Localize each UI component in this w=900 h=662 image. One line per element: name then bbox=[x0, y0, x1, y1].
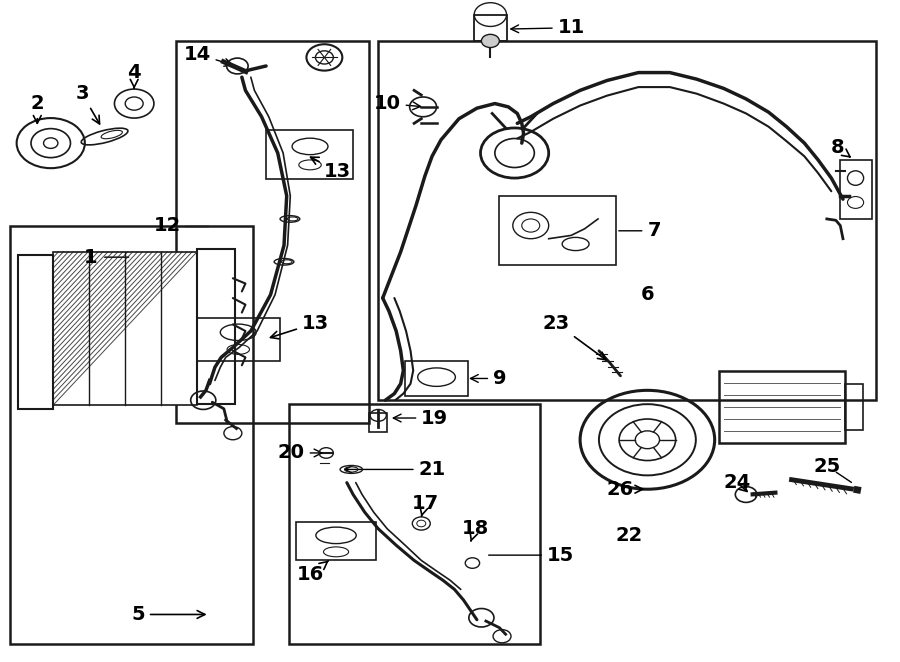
Text: 13: 13 bbox=[310, 157, 351, 181]
Text: 16: 16 bbox=[297, 561, 328, 585]
Text: 10: 10 bbox=[374, 94, 420, 113]
Bar bbox=[176, 41, 369, 423]
Text: 22: 22 bbox=[616, 526, 644, 545]
Bar bbox=[405, 361, 468, 396]
Bar bbox=[841, 160, 872, 219]
Text: 1: 1 bbox=[85, 248, 98, 267]
Bar bbox=[378, 41, 877, 401]
Text: 2: 2 bbox=[31, 94, 44, 123]
Text: 25: 25 bbox=[814, 457, 841, 475]
Text: 19: 19 bbox=[393, 408, 448, 428]
Text: 20: 20 bbox=[278, 444, 322, 463]
Text: 21: 21 bbox=[345, 460, 446, 479]
Bar bbox=[11, 226, 253, 644]
Text: 6: 6 bbox=[641, 285, 654, 305]
Text: 8: 8 bbox=[831, 138, 850, 158]
Text: 7: 7 bbox=[619, 221, 661, 240]
Text: 4: 4 bbox=[128, 63, 141, 88]
Bar bbox=[500, 196, 616, 265]
Bar bbox=[474, 15, 507, 41]
Text: 14: 14 bbox=[184, 44, 232, 66]
Text: 11: 11 bbox=[511, 19, 585, 37]
Text: 5: 5 bbox=[131, 605, 205, 624]
Text: 13: 13 bbox=[271, 314, 329, 339]
Text: 23: 23 bbox=[543, 314, 606, 360]
Text: 17: 17 bbox=[411, 495, 438, 516]
Bar bbox=[719, 371, 845, 443]
Text: 9: 9 bbox=[471, 369, 507, 388]
Text: 18: 18 bbox=[462, 519, 489, 541]
Circle shape bbox=[482, 34, 500, 48]
Bar bbox=[845, 384, 863, 430]
Bar bbox=[289, 404, 540, 644]
Text: 24: 24 bbox=[724, 473, 751, 492]
Text: 3: 3 bbox=[76, 84, 100, 124]
Polygon shape bbox=[53, 252, 197, 405]
Text: 26: 26 bbox=[607, 480, 643, 498]
Text: 12: 12 bbox=[154, 216, 181, 235]
Bar bbox=[296, 522, 376, 561]
Bar bbox=[197, 318, 280, 361]
Text: 15: 15 bbox=[489, 545, 574, 565]
Bar bbox=[266, 130, 353, 179]
Bar bbox=[369, 413, 387, 432]
